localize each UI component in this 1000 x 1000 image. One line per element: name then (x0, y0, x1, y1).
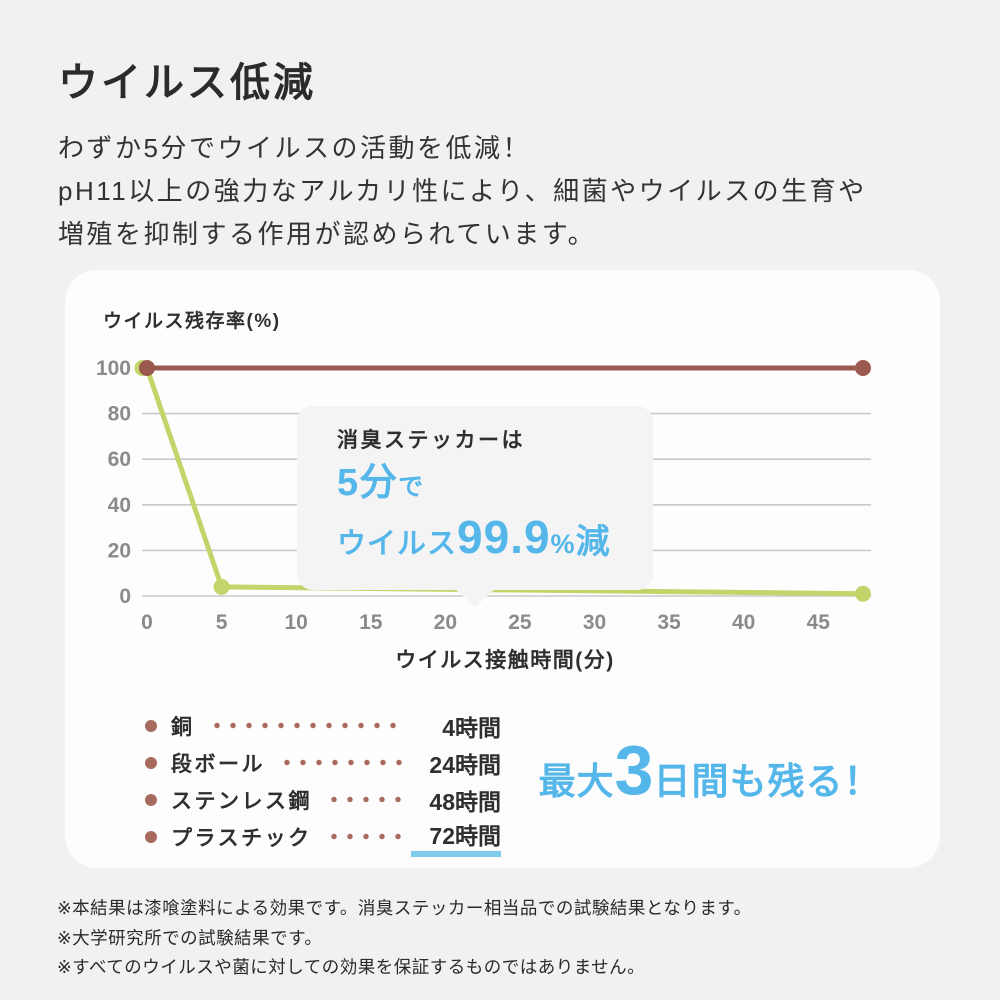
chart-card: ウイルス残存率(%) 0 20 40 60 80 100 0 5 10 15 20 25 30 35 40 4… (65, 270, 940, 868)
intro-text: わずか5分でウイルスの活動を低減！ pH11以上の強力なアルカリ性により、細菌や… (58, 127, 867, 256)
legend-row: ステンレス鋼 48時間 (145, 781, 501, 818)
material-time: 72時間 (411, 817, 501, 857)
callout-de: で (398, 473, 425, 501)
material-label: プラスチック (171, 826, 312, 850)
x-tick-label: 25 (508, 611, 532, 634)
intro-line: pH11以上の強力なアルカリ性により、細菌やウイルスの生育や (58, 176, 867, 206)
callout-minutes: 5分 (337, 462, 399, 504)
chart-y-axis-title: ウイルス残存率(%) (103, 311, 281, 332)
bullet-icon (145, 793, 157, 806)
x-tick-label: 35 (657, 611, 681, 634)
intro-line: わずか5分でウイルスの活動を低減！ (58, 133, 531, 163)
footnote-line: ※大学研究所での試験結果です。 (57, 927, 323, 948)
highlight-number: 3 (614, 731, 654, 809)
y-tick-label: 40 (108, 494, 131, 517)
bullet-icon (145, 830, 157, 843)
y-tick-label: 0 (119, 585, 131, 608)
data-point (139, 360, 155, 376)
highlight-suffix: 日間も残る！ (653, 761, 882, 802)
x-tick-label: 40 (732, 611, 755, 634)
dotted-leader-icon (208, 722, 405, 729)
data-point (213, 578, 230, 595)
material-label: ステンレス鋼 (171, 789, 312, 813)
x-tick-label: 0 (141, 611, 153, 634)
y-tick-label: 20 (108, 539, 131, 562)
material-label: 段ボール (171, 752, 265, 776)
x-tick-label: 45 (807, 611, 831, 634)
material-time: 4時間 (442, 714, 501, 741)
callout-virus: ウイルス (337, 528, 458, 560)
highlight-text: 最大3日間も残る！ (530, 732, 890, 828)
materials-legend: 銅 4時間段ボール 24時間ステンレス鋼 48時間プラスチック 72時間 (145, 707, 501, 857)
bullet-icon (145, 756, 157, 769)
callout-percent-value: 99.9 (457, 511, 551, 563)
x-tick-label: 5 (216, 611, 228, 634)
x-tick-label: 20 (434, 611, 457, 634)
dotted-leader-icon (279, 759, 405, 766)
x-tick-label: 10 (284, 611, 307, 634)
x-tick-label: 15 (359, 611, 383, 634)
highlight-prefix: 最大 (538, 761, 615, 802)
material-time: 48時間 (429, 788, 501, 815)
y-tick-label: 60 (108, 448, 131, 471)
callout-bubble: 消臭ステッカーは 5分で ウイルス99.9%減 (297, 406, 653, 607)
callout-reduce-word: 減 (575, 523, 611, 561)
footnote-line: ※すべてのウイルスや菌に対しての効果を保証するものではありません。 (57, 957, 646, 977)
bullet-icon (145, 719, 157, 732)
y-tick-label: 100 (96, 357, 131, 380)
legend-row: 段ボール 24時間 (145, 744, 501, 781)
x-tick-label: 30 (583, 611, 606, 634)
intro-line: 増殖を抑制する作用が認められています。 (58, 219, 597, 249)
callout-percent-sign: % (550, 529, 576, 559)
material-time: 24時間 (429, 751, 501, 778)
data-point (855, 585, 871, 602)
page-title: ウイルス低減 (58, 61, 316, 105)
footnotes: ※本結果は漆喰塗料による効果です。消臭ステッカー相当品での試験結果となります。 ※… (57, 894, 752, 983)
y-tick-label: 80 (108, 403, 131, 426)
dotted-leader-icon (326, 796, 405, 803)
callout-heading: 消臭ステッカーは (337, 429, 525, 452)
dotted-leader-icon (325, 833, 405, 840)
virus-survival-line-chart: 0 20 40 60 80 100 0 5 10 15 20 25 30 35 40 45 (96, 357, 871, 634)
material-label: 銅 (171, 715, 195, 739)
footnote-line: ※本結果は漆喰塗料による効果です。消臭ステッカー相当品での試験結果となります。 (57, 898, 752, 918)
chart-x-axis-title: ウイルス接触時間(分) (395, 649, 615, 672)
callout-minutes-line: 5分で (337, 462, 635, 512)
legend-row: 銅 4時間 (145, 707, 501, 744)
legend-row: プラスチック 72時間 (145, 817, 501, 857)
callout-percent-line: ウイルス99.9%減 (337, 512, 635, 574)
data-point (855, 360, 871, 376)
